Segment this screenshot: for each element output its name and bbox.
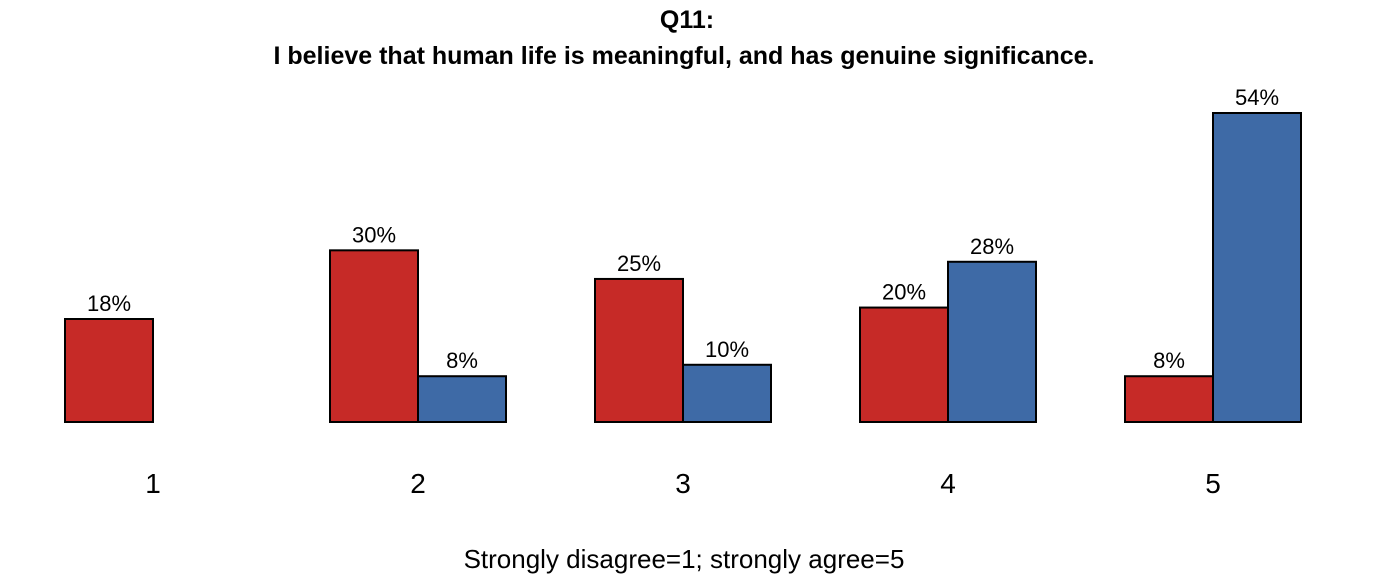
chart-title: Q11:: [660, 6, 714, 34]
bar-4-series-2: [947, 260, 1037, 423]
value-label-1-series-1: 18%: [87, 291, 131, 316]
x-axis-label: Strongly disagree=1; strongly agree=5: [464, 544, 905, 574]
value-label-4-series-1: 20%: [882, 280, 926, 305]
bar-2-series-2: [417, 375, 507, 424]
x-tick-label-5: 5: [1205, 468, 1221, 499]
bar-5-series-1: [1124, 375, 1214, 424]
value-label-2-series-1: 30%: [352, 222, 396, 247]
x-tick-label-1: 1: [145, 468, 161, 499]
value-label-2-series-2: 8%: [446, 348, 478, 373]
value-label-4-series-2: 28%: [970, 234, 1014, 259]
bar-1-series-1: [64, 318, 154, 423]
chart-subtitle: I believe that human life is meaningful,…: [273, 42, 1094, 70]
bars-group: [64, 112, 1302, 424]
value-labels-group: 18% 30% 8% 25% 10% 20% 28% 8% 54%: [87, 85, 1279, 373]
value-label-3-series-1: 25%: [617, 251, 661, 276]
bar-5-series-2: [1212, 112, 1302, 423]
bar-3-series-1: [594, 277, 684, 424]
x-tick-label-4: 4: [940, 468, 956, 499]
bar-2-series-1: [329, 249, 419, 423]
value-label-5-series-2: 54%: [1235, 85, 1279, 110]
x-tick-label-2: 2: [410, 468, 426, 499]
x-tick-labels-group: 1 2 3 4 5: [145, 468, 1221, 499]
bar-4-series-1: [859, 306, 949, 423]
bar-3-series-2: [682, 363, 772, 423]
value-label-3-series-2: 10%: [705, 337, 749, 362]
value-label-5-series-1: 8%: [1153, 348, 1185, 373]
x-tick-label-3: 3: [675, 468, 691, 499]
